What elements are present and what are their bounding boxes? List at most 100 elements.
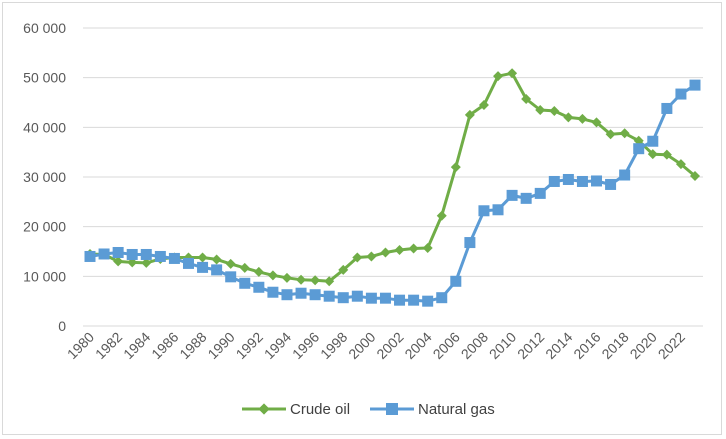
data-point [507, 68, 518, 79]
data-point [591, 175, 603, 187]
data-point [380, 247, 391, 258]
data-point [323, 290, 335, 302]
data-point [267, 286, 279, 298]
series-line [89, 83, 696, 303]
data-point [521, 94, 532, 105]
data-point [253, 281, 265, 293]
x-tick-label: 2008 [458, 329, 491, 362]
x-tick-label: 1996 [289, 329, 322, 362]
x-tick-label: 2010 [486, 329, 519, 362]
data-point [126, 248, 138, 260]
data-point [338, 264, 349, 275]
data-point [84, 250, 96, 262]
chart-frame [2, 2, 722, 435]
y-tick-label: 0 [58, 318, 66, 334]
data-point [478, 99, 489, 110]
data-point [225, 271, 237, 283]
x-tick-label: 2004 [401, 329, 434, 362]
data-point [563, 112, 574, 123]
data-point [647, 135, 659, 147]
data-point [352, 252, 363, 263]
legend: Crude oil Natural gas [242, 401, 495, 418]
data-point [548, 175, 560, 187]
data-point [549, 105, 560, 116]
data-point [408, 243, 419, 254]
data-point [690, 171, 700, 182]
data-point [366, 251, 377, 262]
x-tick-label: 2012 [514, 329, 547, 362]
data-point [675, 88, 687, 100]
data-point [197, 252, 208, 263]
data-point [647, 149, 658, 160]
data-point [534, 187, 546, 199]
legend-marker-natural-gas [386, 403, 398, 415]
series-group [84, 68, 701, 307]
data-point [619, 128, 630, 139]
y-tick-label: 20 000 [23, 219, 66, 235]
data-point [436, 210, 447, 221]
data-point [493, 71, 504, 82]
data-point [281, 289, 293, 301]
data-point [310, 275, 321, 286]
y-tick-label: 50 000 [23, 70, 66, 86]
data-point [605, 129, 616, 140]
gridlines [83, 27, 703, 277]
y-tick-label: 60 000 [23, 20, 66, 36]
data-point [309, 289, 321, 301]
x-tick-label: 2006 [430, 329, 463, 362]
data-point [422, 243, 433, 254]
data-point [394, 294, 406, 306]
data-point [408, 294, 420, 306]
data-point [211, 264, 223, 276]
data-point [661, 102, 673, 114]
x-tick-label: 1980 [64, 329, 97, 362]
x-tick-label: 2020 [627, 329, 660, 362]
data-point [182, 257, 194, 269]
data-point [281, 272, 292, 283]
data-point [633, 143, 645, 155]
x-tick-label: 2016 [570, 329, 603, 362]
data-point [506, 189, 518, 201]
data-point [605, 178, 617, 190]
x-tick-label: 1982 [92, 329, 125, 362]
legend-item-natural-gas: Natural gas [370, 401, 495, 418]
data-point [562, 173, 574, 185]
data-point [211, 254, 222, 265]
y-tick-label: 30 000 [23, 169, 66, 185]
data-point [450, 162, 461, 173]
legend-marker-crude-oil [258, 403, 270, 415]
data-point [619, 169, 631, 181]
data-point [675, 159, 686, 170]
x-tick-label: 1986 [148, 329, 181, 362]
x-tick-label: 1998 [317, 329, 350, 362]
x-tick-label: 2002 [373, 329, 406, 362]
data-point [168, 252, 180, 264]
data-point [253, 266, 264, 277]
data-point [450, 275, 462, 287]
data-point [140, 248, 152, 260]
x-tick-label: 1990 [204, 329, 237, 362]
data-point [324, 276, 335, 287]
data-point [464, 109, 475, 120]
data-point [113, 256, 124, 267]
data-point [535, 104, 546, 115]
data-point [379, 292, 391, 304]
x-tick-label: 1994 [261, 329, 294, 362]
data-point [577, 113, 588, 124]
data-point [112, 246, 124, 258]
data-point [267, 270, 278, 281]
data-point [154, 250, 166, 262]
data-point [520, 192, 532, 204]
data-point [141, 257, 152, 268]
data-point [436, 292, 448, 304]
y-axis-tick-labels: 0 10 000 20 000 30 000 40 000 50 000 60 000 [23, 20, 66, 334]
data-point [492, 204, 504, 216]
data-point [478, 205, 490, 217]
x-tick-label: 2018 [598, 329, 631, 362]
data-point [337, 292, 349, 304]
x-tick-label: 1992 [233, 329, 266, 362]
data-point [365, 292, 377, 304]
data-point [225, 258, 236, 269]
data-point [295, 287, 307, 299]
